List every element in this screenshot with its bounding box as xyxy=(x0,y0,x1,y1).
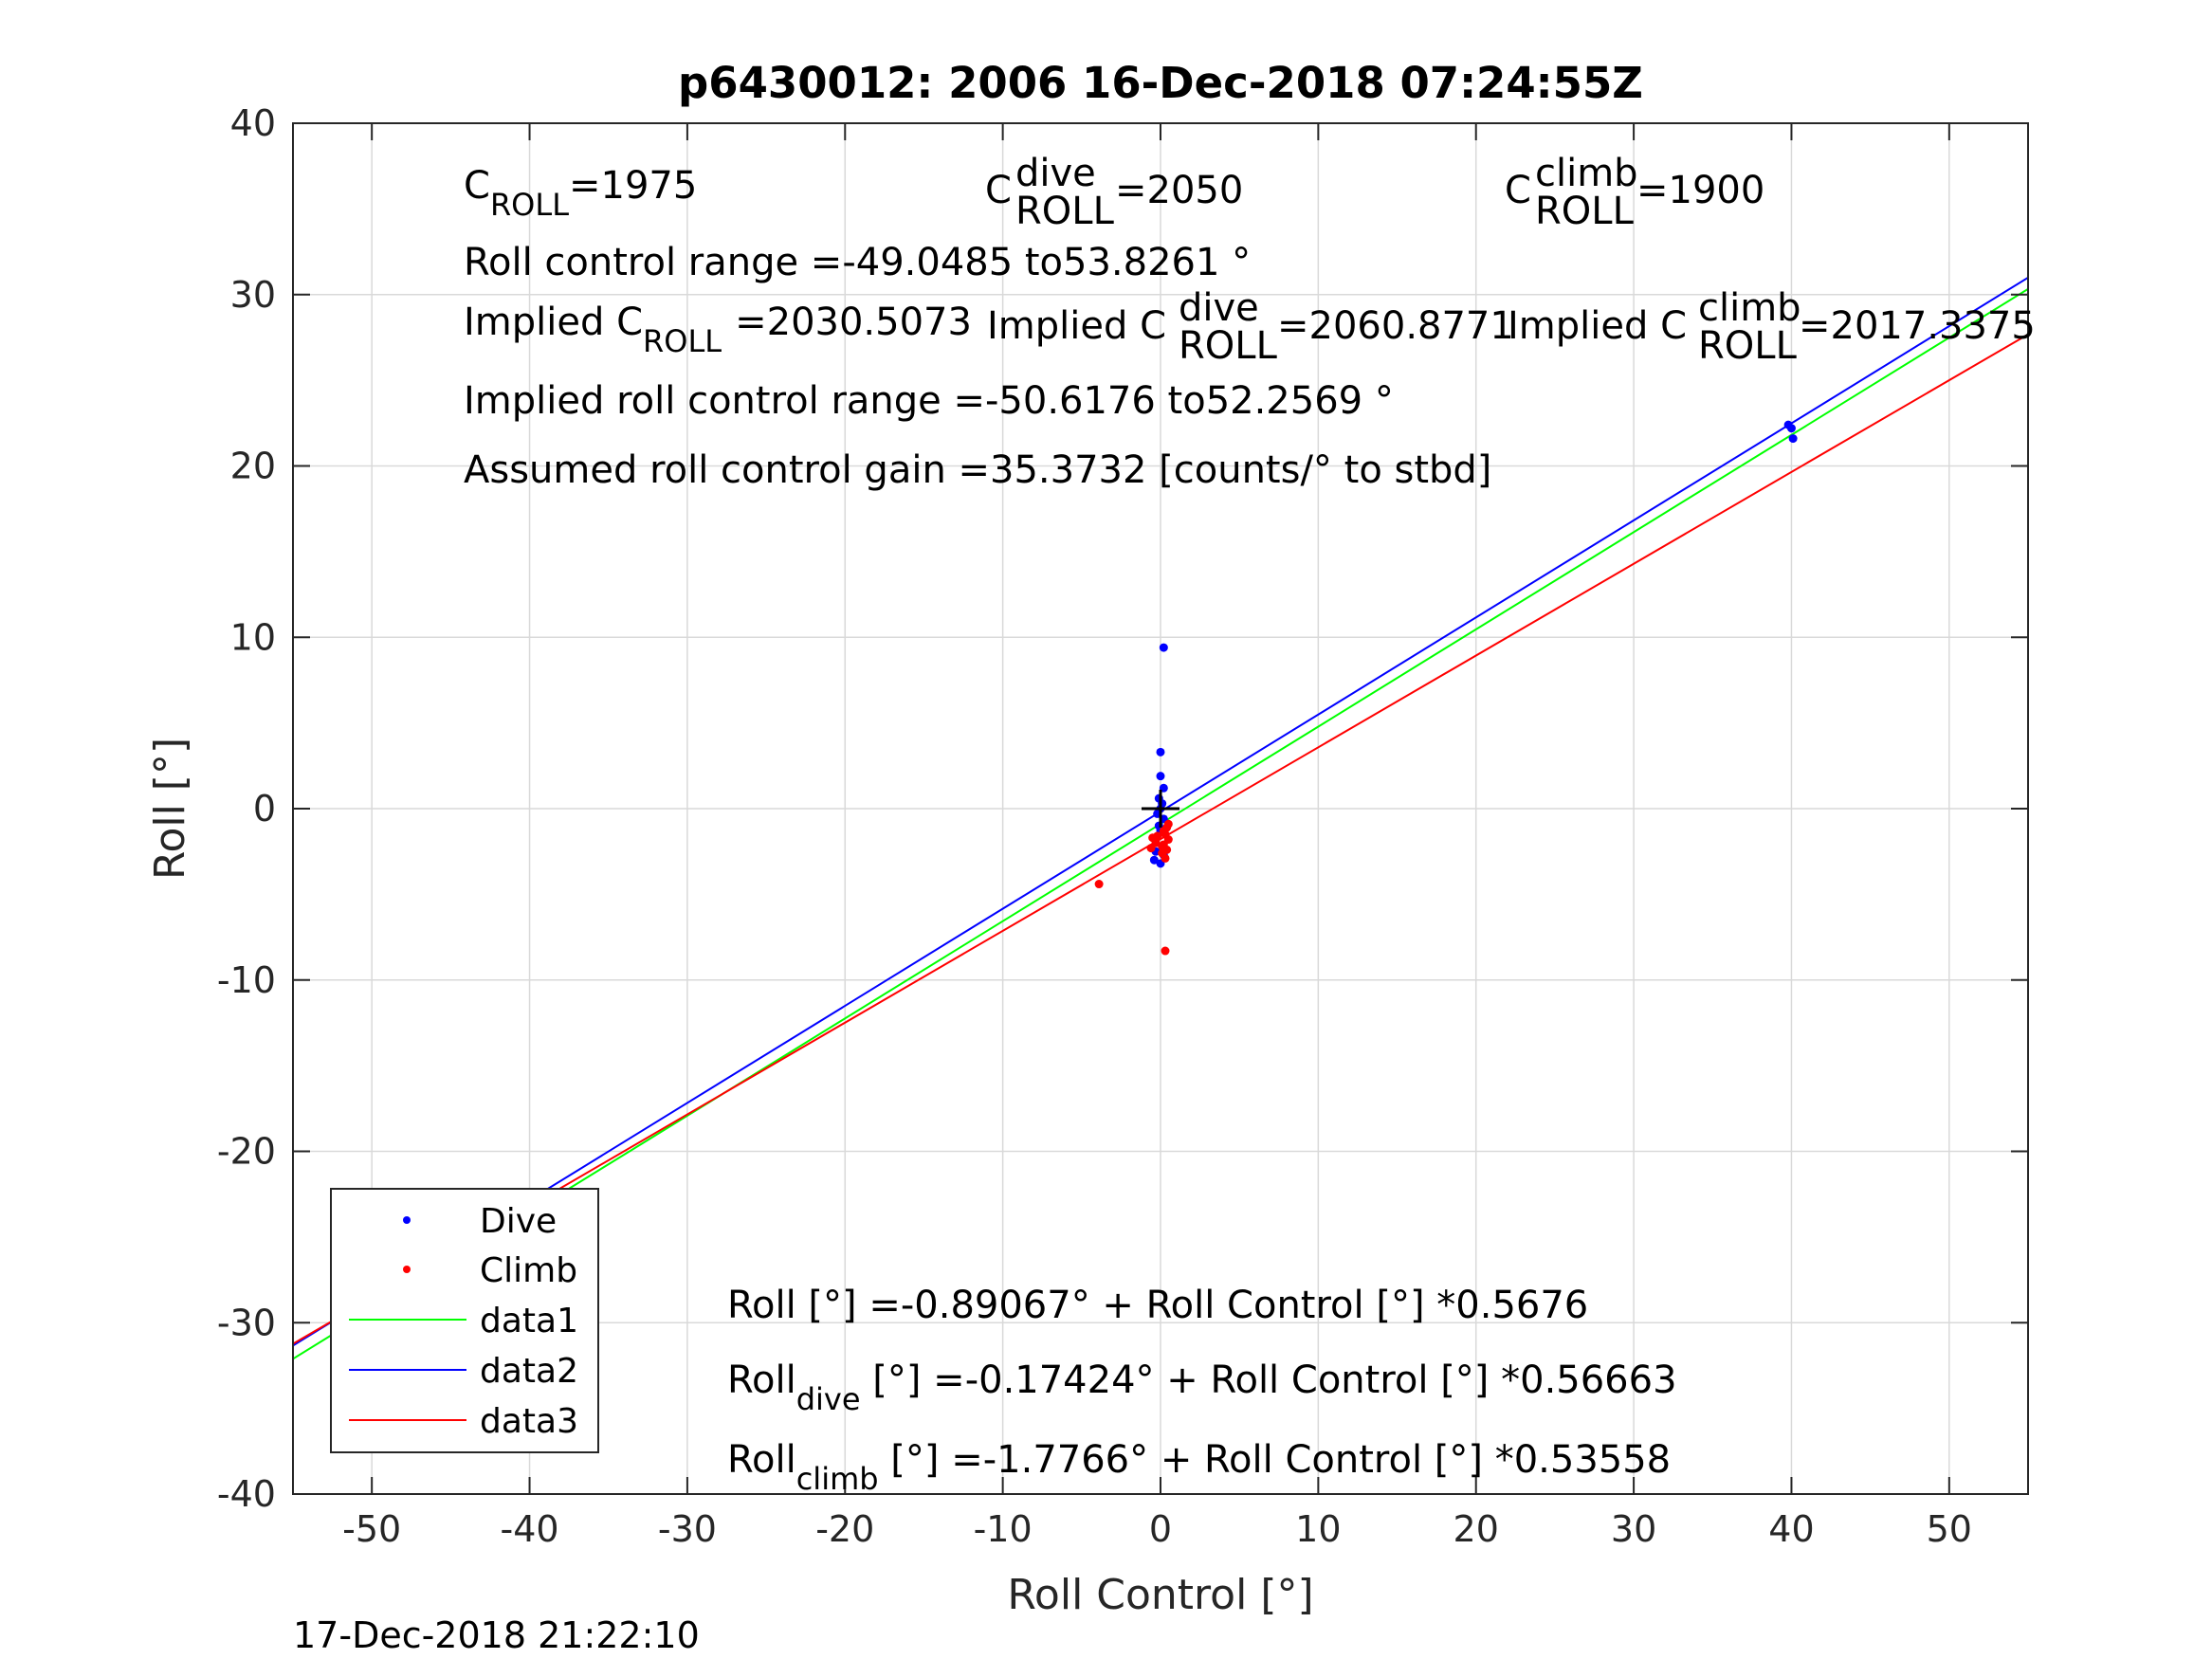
svg-text:climb: climb xyxy=(1535,152,1638,195)
c-roll-climb-annotation: C climb ROLL =1900 xyxy=(1505,152,1764,233)
svg-text:ROLL: ROLL xyxy=(1015,190,1115,233)
dive-point xyxy=(1786,424,1796,433)
annotations: CROLL=1975 C dive ROLL =2050 C climb ROL… xyxy=(464,152,2036,1497)
y-tick-label: -30 xyxy=(217,1302,276,1343)
y-tick-label: 40 xyxy=(230,102,276,144)
x-tick-label: -50 xyxy=(342,1508,401,1550)
climb-point xyxy=(1159,826,1168,835)
legend-data2-label: data2 xyxy=(480,1352,578,1391)
x-tick-label: 50 xyxy=(1927,1508,1972,1550)
legend-data1-label: data1 xyxy=(480,1302,578,1340)
svg-text:=1900: =1900 xyxy=(1636,169,1764,212)
climb-point xyxy=(1163,819,1173,829)
x-tick-label: 40 xyxy=(1768,1508,1814,1550)
svg-text:C: C xyxy=(985,169,1012,212)
center-marker xyxy=(1142,790,1179,828)
climb-point xyxy=(1161,853,1170,863)
svg-text:=2017.3375: =2017.3375 xyxy=(1799,304,2036,348)
implied-c-roll-dive-annotation: Implied C dive ROLL =2060.8771 xyxy=(987,286,1514,368)
implied-c-roll-annotation: Implied CROLL =2030.5073 xyxy=(464,301,972,359)
climb-point xyxy=(1094,880,1104,889)
axis-ticks: -50 -40 -30 -20 -10 0 10 20 30 40 50 -40 -30 -20 -10 0 1… xyxy=(217,102,2028,1550)
fit-line-data3 xyxy=(293,333,2028,1345)
y-tick-label: -40 xyxy=(217,1473,276,1515)
fit-dive-equation: Rolldive [°] =-0.17424° + Roll Control [… xyxy=(727,1358,1677,1417)
legend-data3-label: data3 xyxy=(480,1402,578,1441)
x-tick-label: -20 xyxy=(815,1508,874,1550)
x-tick-label: 0 xyxy=(1149,1508,1172,1550)
svg-text:ROLL: ROLL xyxy=(1179,324,1278,368)
y-tick-label: 20 xyxy=(230,446,276,487)
climb-point xyxy=(1158,842,1167,851)
svg-text:dive: dive xyxy=(1179,286,1259,330)
y-tick-label: 30 xyxy=(230,274,276,316)
svg-text:ROLL: ROLL xyxy=(1535,190,1635,233)
dive-point xyxy=(1159,643,1168,652)
fit-climb-equation: Rollclimb [°] =-1.7766° + Roll Control [… xyxy=(727,1438,1671,1497)
dive-point xyxy=(1788,434,1798,444)
x-tick-label: 20 xyxy=(1453,1508,1499,1550)
svg-text:climb: climb xyxy=(1698,286,1801,330)
implied-c-roll-climb-annotation: Implied C climb ROLL =2017.3375 xyxy=(1508,286,2036,368)
legend-climb-label: Climb xyxy=(480,1251,577,1290)
climb-point xyxy=(1146,844,1156,853)
x-tick-label: -30 xyxy=(658,1508,717,1550)
x-tick-label: 30 xyxy=(1611,1508,1656,1550)
x-tick-label: -10 xyxy=(974,1508,1033,1550)
x-tick-label: 10 xyxy=(1295,1508,1341,1550)
y-tick-label: 10 xyxy=(230,616,276,658)
y-axis-label: Roll [°] xyxy=(146,738,194,880)
fit-all-equation: Roll [°] =-0.89067° + Roll Control [°] *… xyxy=(727,1284,1588,1327)
dive-point xyxy=(1156,772,1165,781)
legend-dive-label: Dive xyxy=(480,1202,557,1241)
svg-text:Implied C: Implied C xyxy=(1508,304,1687,348)
dive-point xyxy=(1149,855,1159,865)
c-roll-annotation: CROLL=1975 xyxy=(464,164,697,223)
c-roll-dive-annotation: C dive ROLL =2050 xyxy=(985,152,1243,233)
legend-climb-marker xyxy=(403,1266,411,1273)
climb-point xyxy=(1161,946,1170,956)
implied-roll-control-range-annotation: Implied roll control range =-50.6176 to5… xyxy=(464,379,1394,423)
y-tick-label: 0 xyxy=(253,788,276,830)
legend: Dive Climb data1 data2 data3 xyxy=(330,1188,599,1453)
chart-title: p6430012: 2006 16-Dec-2018 07:24:55Z xyxy=(678,58,1643,108)
svg-text:=2050: =2050 xyxy=(1115,169,1243,212)
svg-text:Implied C: Implied C xyxy=(987,304,1166,348)
roll-control-range-annotation: Roll control range =-49.0485 to53.8261 ° xyxy=(464,241,1251,284)
climb-point xyxy=(1153,831,1162,841)
timestamp: 17-Dec-2018 21:22:10 xyxy=(293,1614,700,1656)
svg-text:ROLL: ROLL xyxy=(1698,324,1798,368)
x-tick-label: -40 xyxy=(501,1508,559,1550)
dive-point xyxy=(1156,747,1165,757)
svg-text:dive: dive xyxy=(1015,152,1096,195)
svg-text:=2060.8771: =2060.8771 xyxy=(1277,304,1514,348)
y-tick-label: -20 xyxy=(217,1131,276,1173)
y-tick-label: -10 xyxy=(217,959,276,1001)
roll-control-gain-annotation: Assumed roll control gain =35.3732 [coun… xyxy=(464,448,1491,492)
svg-text:C: C xyxy=(1505,169,1531,212)
x-axis-label: Roll Control [°] xyxy=(1007,1571,1313,1619)
legend-dive-marker xyxy=(403,1216,411,1224)
